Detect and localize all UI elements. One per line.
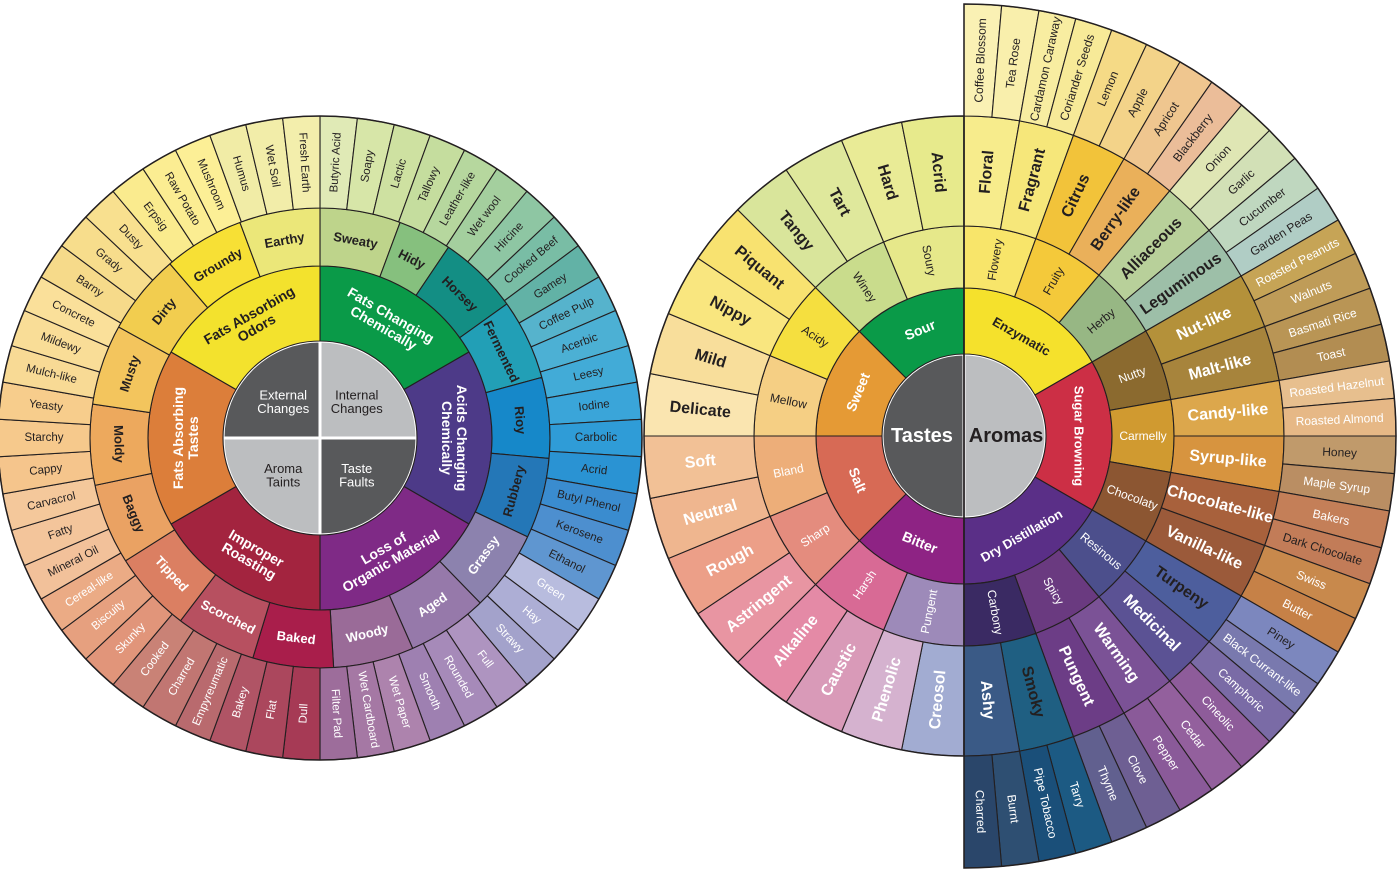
aromas-ring4-label-coffee-blossom: Coffee Blossom [972, 18, 990, 103]
left-ring3-label-flat: Flat [264, 699, 279, 721]
left-ring1-label-fats-absorbing-tastes: Fats AbsorbingTastes [170, 387, 201, 489]
tastes-ring3-label-acrid: Acrid [928, 151, 949, 193]
tastes-ring3-label-creosol: Creosol [927, 669, 950, 730]
left-ring3-label-dull: Dull [297, 703, 310, 723]
aromas-ring4-label-tea-rose: Tea Rose [1003, 37, 1024, 89]
tastes-ring3-label-soft: Soft [684, 452, 717, 472]
aromas-ring4-label-charred: Charred [972, 790, 988, 834]
aromas-ring3-label-floral: Floral [977, 150, 998, 195]
left-ring3-label-carbolic: Carbolic [575, 432, 617, 444]
left-ring2-label-baked: Baked [276, 628, 317, 648]
aromas-ring3-label-candy-like: Candy-like [1187, 401, 1269, 425]
left-ring2-label-rioy: Rioy [511, 405, 529, 435]
aromas-ring4-label-burnt: Burnt [1004, 794, 1022, 825]
left-wheel-outline [0, 115, 643, 761]
left-ring3-label-soapy: Soapy [359, 149, 377, 183]
left-ring3-label-yeasty: Yeasty [28, 398, 64, 414]
left-ring3-label-starchy: Starchy [25, 432, 64, 444]
left-ring3-label-iodine: Iodine [578, 398, 611, 414]
aromas-ring2-label-carmelly: Carmelly [1119, 429, 1166, 443]
aromas-ring1-label-sugar-browning: Sugar Browning [1072, 386, 1087, 486]
aromas-ring3-label-ashy: Ashy [977, 680, 997, 721]
center-aromas-label: Aromas [969, 425, 1043, 447]
tastes-ring2-label-bland: Bland [772, 461, 805, 481]
left-center-label-taste-faults: Taste Faults [339, 460, 375, 489]
left-ring3-label-acrid: Acrid [580, 463, 607, 478]
aromas-ring4-label-honey: Honey [1322, 445, 1357, 460]
tastes-aromas-wheel: Tastes AromasBitterSaltSweetSourPungentHa… [643, 3, 1397, 869]
tastes-ring2-label-soury: Soury [919, 244, 939, 277]
aromas-ring3-label-syrup-like: Syrup-like [1189, 447, 1268, 471]
left-ring3-label-fresh-earth: Fresh Earth [296, 132, 311, 193]
left-ring3-label-filter-pad: Filter Pad [329, 689, 344, 739]
center-tastes-label: Tastes [891, 425, 953, 447]
left-ring3-label-butyric-acid: Butyric Acid [328, 132, 343, 193]
left-center-label-external-changes: External Changes [257, 387, 310, 416]
left-ring1-label-acids-changing-chemically: Acids ChangingChemically [439, 385, 470, 492]
tastes-ring3-label-delicate: Delicate [669, 399, 732, 422]
tastes-outline [643, 115, 965, 757]
aromas-outline [963, 3, 1397, 869]
left-ring3-label-cappy: Cappy [29, 462, 64, 478]
left-ring2-label-moldy: Moldy [111, 425, 127, 464]
aromas-ring4-label-toast: Toast [1316, 345, 1348, 365]
left-center-label-internal-changes: Internal Changes [331, 387, 384, 416]
left-center-label-aroma-taints: Aroma Taints [264, 460, 303, 489]
aromas-ring4-label-roasted-almond: Roasted Almond [1295, 411, 1384, 429]
defects-wheel: External Changes Internal Changes Taste Fault… [0, 115, 643, 761]
left-ring2-label-earthy: Earthy [263, 229, 306, 251]
